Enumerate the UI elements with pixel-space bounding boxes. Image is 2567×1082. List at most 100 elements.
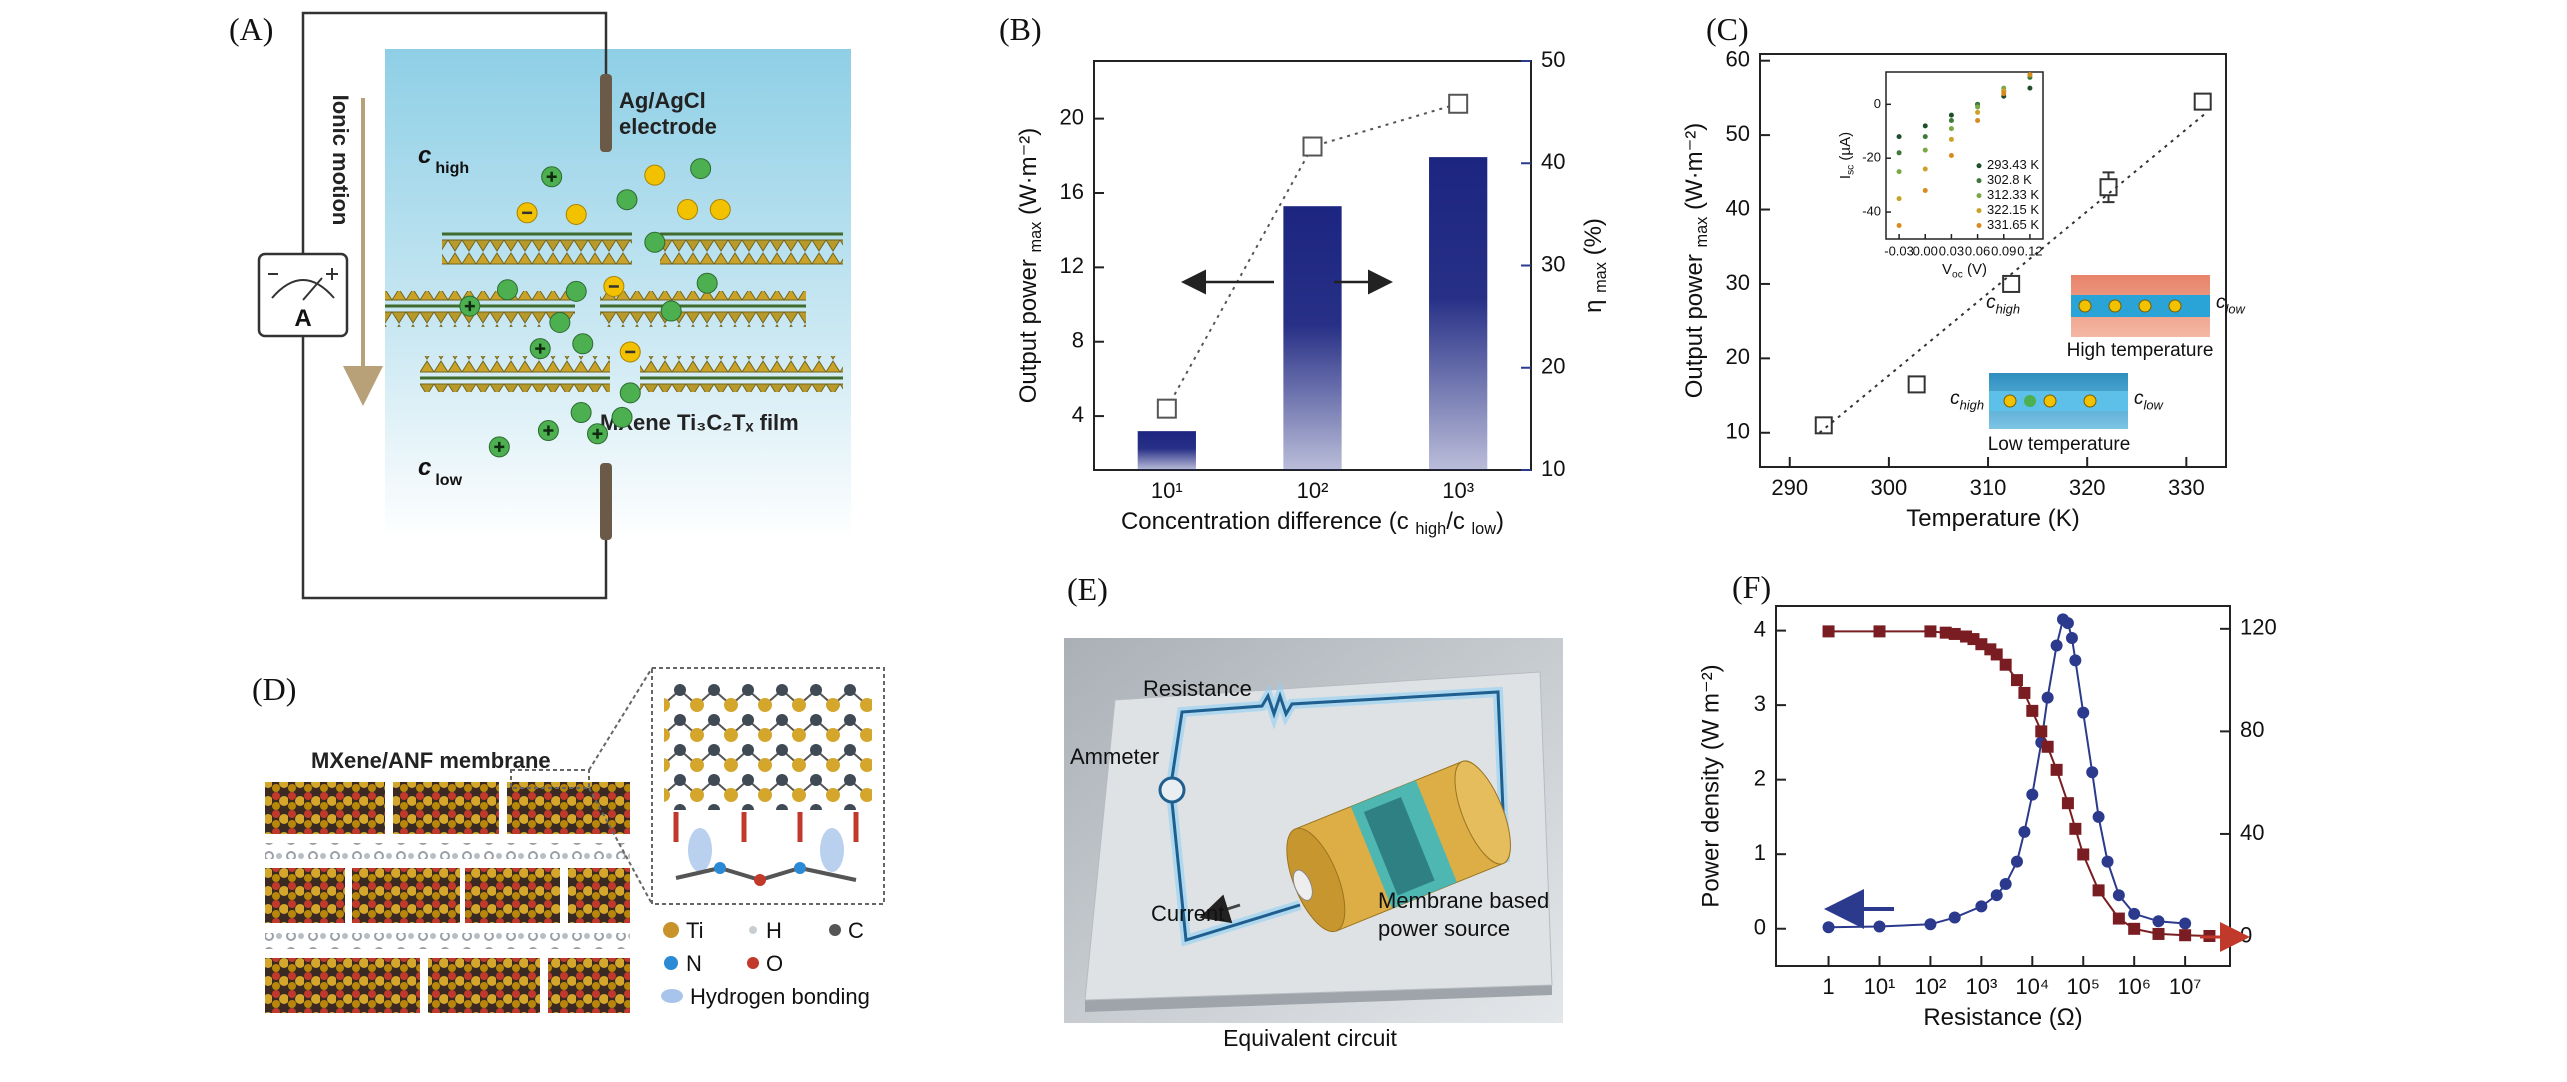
mxene-layer [640,356,843,392]
mxene-sheet [465,868,560,923]
caption: Equivalent circuit [1223,1025,1397,1051]
x-axis-label: Concentration difference (c high/c low) [1121,508,1504,538]
point [2061,617,2074,630]
point [1302,136,1323,157]
y2-tick-label: 0 [2240,922,2252,947]
x-tick-label: 10¹ [1864,974,1896,999]
x-tick-label: 10⁷ [2169,974,2201,999]
y-tick-label: 3 [1754,691,1766,716]
x-axis-label-part: (V) [1963,261,1987,278]
legend-label: O [766,951,783,976]
ion [496,279,518,301]
circuit-wire [301,11,608,600]
x-tick-label: 10³ [1442,478,1474,503]
ion [616,189,638,211]
x-axis-label-part: oc [1952,269,1963,280]
component-label: Ammeter [1070,744,1159,769]
ion [2078,299,2092,313]
ammeter-needle [302,277,323,301]
y-tick-label: 50 [1726,121,1750,146]
point [2101,855,2114,868]
point [2128,922,2141,935]
series-line [1818,112,2207,434]
x-axis-label: Temperature (K) [1906,505,2079,532]
point [2010,674,2023,687]
y-tick-label: 10 [1726,419,1750,444]
legend-marker [1976,223,1982,229]
membrane-stack [1363,797,1435,896]
point [2061,797,2074,810]
c-low-label-part: low [2226,302,2247,317]
y-tick-label: -40 [1862,204,1881,219]
ion [549,311,571,333]
point [1922,123,1928,129]
y2-tick-label: 120 [2240,615,2277,640]
mxene-sheet [265,782,385,834]
point [2099,178,2118,197]
legend-label: Ti [686,918,704,943]
y-axis-label: Isc (µA) [1837,132,1856,179]
x-axis-label-part: high [1415,520,1446,538]
x-tick-label: 10² [1915,974,1947,999]
panel-label: (B) [999,11,1042,47]
ion-charge [543,425,554,436]
x-tick-label: 10³ [1965,974,1997,999]
point [1924,918,1937,931]
y2-axis-label-part: (%) [1580,218,1607,262]
legend-swatch [829,924,841,936]
y2-tick-label: 30 [1541,251,1565,276]
c-low-label-part: low [2144,398,2165,413]
y-axis-label: Output power max (W·m⁻²) [1015,128,1045,404]
high-temperature-label: High temperature [2067,340,2214,361]
point [2092,884,2105,897]
bond [673,812,859,842]
ion [660,300,682,322]
ion [2043,394,2057,408]
point [2092,810,2105,823]
c-symbol: c [418,142,431,169]
hydrogen-bond [688,828,712,872]
point [1896,150,1902,156]
point [1822,625,1835,638]
ion-charge [494,441,505,452]
x-axis-label-part: /c [1446,508,1471,535]
panel-label: (D) [252,671,296,707]
legend-marker [1976,208,1982,214]
point [1948,126,1954,132]
panel-label: (C) [1706,11,1749,47]
point [2026,788,2039,801]
y-tick-label: 8 [1072,328,1084,353]
electrode-label: electrode [619,114,717,139]
film-label: MXene Ti₃C₂Tₓ film [600,410,799,435]
ion [570,402,592,424]
mxene-layer [600,291,806,327]
legend-label: Hydrogen bonding [690,984,870,1009]
y2-axis-label: η max (%) [1580,218,1610,313]
c-subscript: high [435,160,469,177]
ion-charge [535,343,546,354]
legend-label: 312.33 K [1987,187,2039,202]
mxene-sheet [393,782,499,834]
ion [611,406,633,428]
point [1896,169,1902,175]
point [2050,639,2063,652]
y-tick-label: 12 [1060,253,1084,278]
point [2027,85,2033,91]
ion [644,231,666,253]
point [1999,878,2012,891]
mxene-layer [442,229,632,265]
x-tick-label: 310 [1970,475,2007,500]
current-arrow [1199,894,1241,924]
ammeter [1158,776,1186,804]
y-axis-label-part: (W·m⁻²) [1015,128,1042,222]
point [2001,91,2007,97]
ion [696,272,718,294]
x-tick-label: 10² [1297,478,1329,503]
mxene-sheet [265,868,345,923]
point [1948,136,1954,142]
x-axis-label-part: Concentration difference (c [1121,508,1415,535]
ions [459,158,731,458]
point [1922,147,1928,153]
